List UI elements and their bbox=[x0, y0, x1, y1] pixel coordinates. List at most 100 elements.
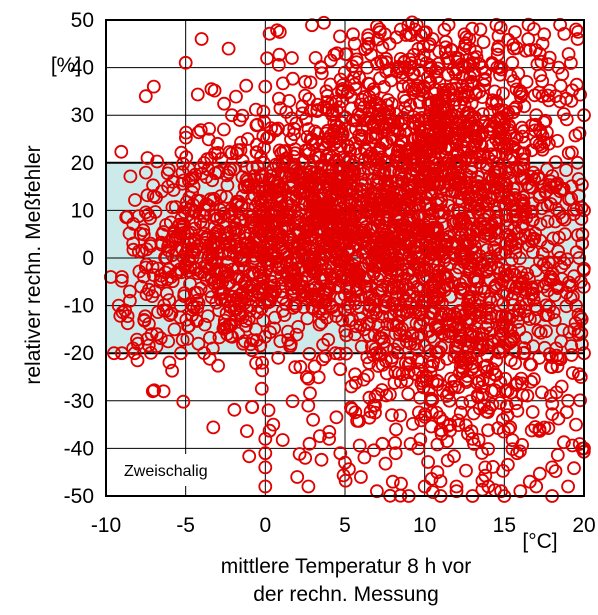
data-point bbox=[335, 82, 350, 96]
data-point bbox=[437, 253, 452, 268]
data-point bbox=[477, 284, 492, 299]
data-point bbox=[500, 457, 515, 472]
data-point bbox=[151, 305, 165, 320]
data-point bbox=[503, 322, 518, 337]
data-point bbox=[113, 308, 128, 323]
data-point bbox=[573, 393, 587, 408]
data-point bbox=[243, 177, 258, 192]
data-point bbox=[205, 173, 220, 188]
data-point bbox=[510, 315, 525, 329]
data-point bbox=[484, 173, 499, 187]
data-point bbox=[541, 57, 556, 72]
data-point bbox=[342, 186, 357, 201]
data-point bbox=[441, 308, 456, 323]
data-point bbox=[273, 101, 288, 116]
data-point bbox=[161, 262, 176, 277]
data-point bbox=[554, 334, 568, 349]
data-point bbox=[353, 470, 368, 484]
data-point bbox=[536, 257, 551, 272]
data-point bbox=[424, 95, 439, 109]
data-point bbox=[201, 198, 216, 213]
data-point bbox=[551, 411, 566, 426]
data-point bbox=[481, 423, 496, 438]
data-point bbox=[561, 47, 576, 61]
data-point bbox=[256, 129, 271, 143]
data-point bbox=[285, 251, 300, 266]
data-point bbox=[501, 122, 516, 137]
data-point bbox=[407, 119, 422, 134]
data-point bbox=[239, 424, 254, 439]
data-point bbox=[520, 309, 535, 324]
data-point bbox=[545, 460, 559, 475]
data-point bbox=[349, 189, 364, 204]
data-point bbox=[519, 75, 534, 89]
data-point bbox=[345, 402, 360, 417]
data-point bbox=[412, 120, 427, 135]
data-point bbox=[352, 414, 366, 428]
data-point bbox=[559, 91, 574, 106]
data-point bbox=[367, 120, 382, 134]
data-point bbox=[564, 348, 579, 362]
data-point bbox=[221, 41, 236, 56]
data-point bbox=[382, 387, 397, 402]
data-point bbox=[314, 315, 329, 330]
data-point bbox=[335, 115, 349, 130]
data-point bbox=[424, 471, 439, 486]
data-point bbox=[467, 437, 481, 451]
data-point bbox=[343, 400, 358, 415]
data-point bbox=[384, 223, 399, 238]
data-point bbox=[164, 306, 179, 321]
data-point bbox=[517, 146, 532, 161]
x-tick-label: -10 bbox=[91, 514, 121, 537]
data-point bbox=[433, 159, 448, 174]
plot-border bbox=[105, 19, 585, 497]
data-point bbox=[441, 418, 456, 433]
data-point bbox=[352, 267, 367, 282]
data-point bbox=[295, 99, 310, 114]
data-point bbox=[317, 286, 332, 301]
data-point bbox=[449, 310, 464, 325]
data-point bbox=[303, 218, 318, 233]
data-point bbox=[380, 317, 395, 332]
data-point bbox=[539, 324, 553, 339]
data-point bbox=[460, 316, 475, 331]
data-point bbox=[339, 346, 354, 361]
data-point bbox=[373, 71, 387, 86]
data-point bbox=[481, 442, 496, 456]
data-point bbox=[489, 205, 504, 219]
data-point bbox=[301, 479, 316, 494]
data-point bbox=[316, 271, 331, 286]
data-point bbox=[499, 147, 514, 162]
data-point bbox=[223, 319, 237, 333]
data-point bbox=[334, 185, 348, 200]
data-point bbox=[348, 375, 363, 390]
data-point bbox=[500, 267, 515, 282]
data-point bbox=[550, 133, 565, 148]
data-point bbox=[156, 225, 171, 239]
data-point bbox=[368, 405, 382, 420]
data-point bbox=[140, 188, 155, 203]
data-point bbox=[375, 56, 390, 71]
data-point bbox=[531, 323, 546, 338]
data-point bbox=[424, 231, 439, 245]
data-point bbox=[401, 172, 416, 187]
data-point bbox=[229, 302, 244, 317]
data-point bbox=[197, 317, 212, 332]
data-point bbox=[528, 117, 543, 132]
data-point bbox=[398, 228, 413, 243]
y-tick-label: 40 bbox=[71, 57, 94, 80]
data-point bbox=[219, 189, 234, 204]
data-point bbox=[552, 205, 567, 220]
data-point bbox=[262, 423, 277, 438]
y-axis-title: relativer rechn. Meßfehler bbox=[22, 145, 45, 384]
data-point bbox=[506, 37, 521, 52]
data-point bbox=[172, 218, 187, 233]
data-point bbox=[369, 98, 384, 112]
y-tick-label: 10 bbox=[71, 199, 94, 222]
data-point bbox=[396, 79, 411, 94]
data-point bbox=[333, 291, 348, 306]
data-point bbox=[375, 357, 390, 372]
data-point bbox=[552, 230, 566, 245]
data-point bbox=[347, 254, 362, 269]
data-point bbox=[469, 123, 483, 138]
